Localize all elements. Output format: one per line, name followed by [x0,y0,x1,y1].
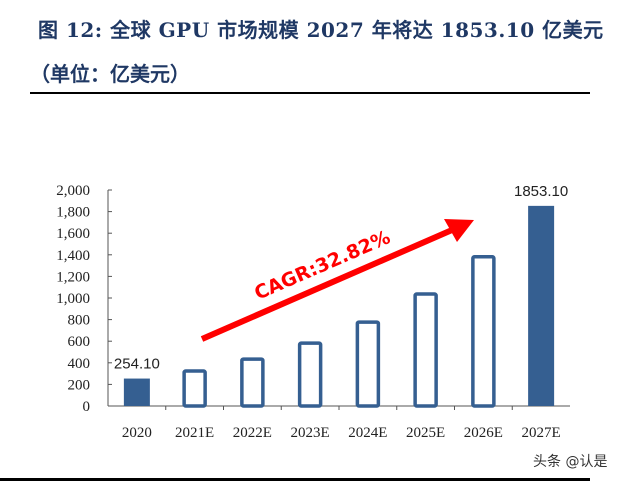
bar-2024E [355,320,381,408]
x-tick-label: 2023E [291,425,330,441]
y-tick-label: 1,600 [56,226,90,242]
bar-2020 [123,378,150,406]
figure-title: 图 12: 全球 GPU 市场规模 2027 年将达 1853.10 亿美元 [38,18,604,42]
y-tick-label: 1,400 [56,248,90,264]
x-tick-label: 2020 [122,425,152,441]
y-tick-label: 1,200 [56,269,90,285]
title-separator [30,92,590,94]
data-label: 254.10 [114,356,160,373]
y-tick-label: 600 [68,334,91,350]
bottom-rule [0,478,590,481]
y-tick-label: 0 [83,399,91,415]
bar-2023E [297,341,323,408]
bar-2027E [528,205,555,406]
bar-2025E [413,292,438,408]
figure-unit: （单位：亿美元） [30,62,190,86]
y-tick-label: 1,800 [56,205,90,221]
bar-2021E [182,369,207,408]
x-tick-label: 2022E [233,425,272,441]
cagr-arrow [200,219,474,342]
y-tick-label: 2,000 [56,183,90,199]
watermark: 头条 @认是 [533,454,608,470]
x-tick-label: 2021E [175,425,214,441]
data-label: 1853.10 [514,183,568,200]
arrow-shaft [200,227,454,342]
x-tick-label: 2026E [464,425,503,441]
x-tick-label: 2024E [348,425,387,441]
arrow-head [444,219,474,242]
y-tick-label: 400 [68,356,91,372]
y-tick-label: 800 [68,313,91,329]
x-tick-label: 2027E [522,425,561,441]
y-tick-label: 200 [68,377,91,393]
bar-2022E [240,357,265,408]
bar-2026E [471,255,496,408]
x-tick-label: 2025E [406,425,445,441]
y-tick-label: 1,000 [56,291,90,307]
